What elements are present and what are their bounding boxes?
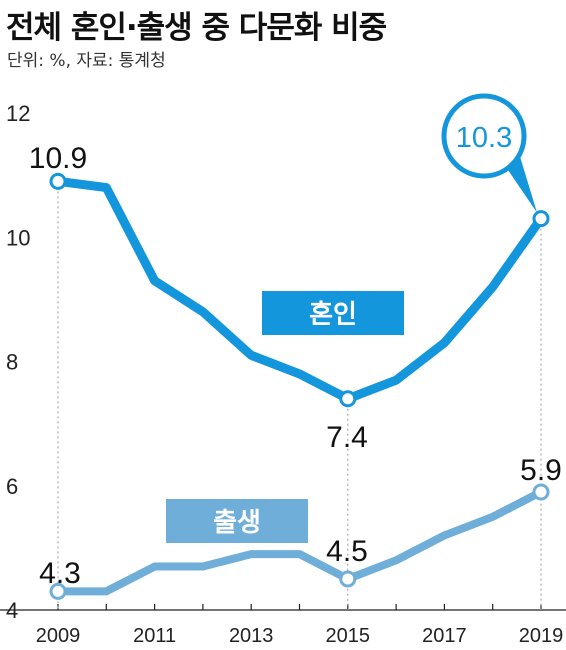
- y-tick-label: 4: [6, 598, 18, 623]
- data-label: 7.4: [326, 421, 368, 454]
- data-label: 10.9: [29, 142, 87, 175]
- data-marker: [49, 172, 67, 190]
- series-label-box-marriage: [262, 291, 404, 335]
- y-tick-label: 8: [6, 350, 18, 375]
- series-line-1: [54, 487, 545, 596]
- y-tick-label: 12: [6, 101, 30, 126]
- chart-title: 전체 혼인·출생 중 다문화 비중: [6, 10, 387, 46]
- data-label: 4.3: [39, 557, 81, 590]
- x-tick-label: 2017: [422, 625, 467, 647]
- x-tick-label: 2013: [229, 625, 274, 647]
- data-label: 4.5: [326, 535, 368, 568]
- y-tick-label: 10: [6, 225, 30, 250]
- data-label: 10.3: [456, 122, 512, 154]
- data-marker: [339, 390, 357, 408]
- x-tick-label: 2015: [326, 625, 371, 647]
- data-marker: [49, 582, 67, 600]
- series-label-birth: 출생: [213, 508, 261, 538]
- data-marker: [532, 210, 550, 228]
- y-tick-label: 6: [6, 474, 18, 499]
- x-tick-label: 2019: [519, 625, 564, 647]
- x-tick-label: 2011: [133, 625, 176, 647]
- data-label: 5.9: [520, 454, 562, 487]
- data-marker: [339, 570, 357, 588]
- series-label-marriage: 혼인: [309, 300, 357, 330]
- x-tick-label: 2009: [36, 625, 81, 647]
- series-line-0: [53, 176, 546, 404]
- data-marker: [532, 483, 550, 501]
- series-label-box-birth: [166, 499, 308, 543]
- chart-subtitle: 단위: %, 자료: 통계청: [7, 51, 166, 71]
- callout-bubble: [441, 93, 527, 179]
